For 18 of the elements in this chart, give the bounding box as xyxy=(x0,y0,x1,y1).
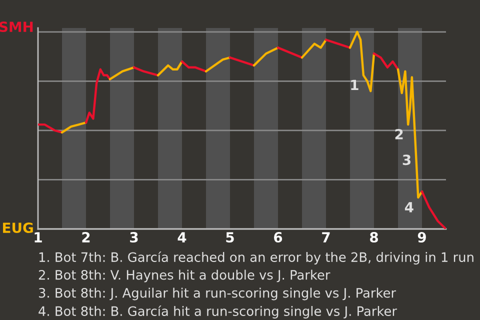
x-tick-label: 4 xyxy=(178,232,186,242)
text: 4. Bot 8th: B. García hit a run-scoring single vs J. Parker xyxy=(38,305,397,319)
text: 1. Bot 7th: B. García reached on an error by the 2B, driving in 1 run xyxy=(39,251,474,265)
annotation: 3 xyxy=(402,154,410,166)
annotation: 4 xyxy=(404,202,414,212)
annotation: 2 xyxy=(395,128,403,140)
text: 3. Bot 8th: J. Aguilar hit a run-scoring single vs J. Parker xyxy=(38,288,396,300)
x-tick-label: 9 xyxy=(418,232,426,243)
x-tick-label: 3 xyxy=(130,232,138,243)
x-tick-label: 6 xyxy=(274,232,282,243)
x-tick-label: 1 xyxy=(34,232,42,242)
annotation: 1 xyxy=(351,80,358,90)
x-tick-label: 7 xyxy=(322,232,330,242)
x-tick-label: 5 xyxy=(226,232,234,243)
text: 2. Bot 8th: V. Haynes hit a double vs J. Parker xyxy=(38,270,330,282)
x-tick-label: 2 xyxy=(82,232,90,242)
text: EUG xyxy=(3,222,33,234)
x-tick-label: 8 xyxy=(370,232,378,243)
